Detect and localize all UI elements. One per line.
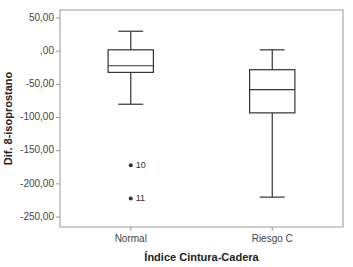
- y-tick: [56, 150, 60, 151]
- whisker-cap-high: [260, 49, 285, 50]
- whisker-cap-high: [118, 31, 143, 32]
- y-tick-label: -50,00: [26, 78, 55, 89]
- y-tick: [56, 217, 60, 218]
- y-axis-label: Dif. 8-isoprostano: [2, 71, 14, 165]
- box: [250, 70, 295, 113]
- whisker-cap-low: [118, 104, 143, 105]
- whisker-cap-low: [260, 197, 285, 198]
- x-tick: [130, 227, 131, 231]
- whisker-low: [130, 72, 131, 104]
- y-tick: [56, 17, 60, 18]
- whisker-high: [272, 50, 273, 70]
- median: [108, 65, 153, 66]
- x-axis-label: Índice Cintura-Cadera: [144, 251, 259, 263]
- y-tick: [56, 117, 60, 118]
- outlier: [129, 163, 133, 167]
- outlier: [129, 196, 133, 200]
- plot-frame: [60, 10, 343, 227]
- median: [250, 89, 295, 90]
- y-tick: [56, 51, 60, 52]
- y-tick-label: -150,00: [20, 144, 54, 155]
- whisker-low: [272, 113, 273, 197]
- y-tick-label: ,00: [40, 45, 54, 56]
- outlier-label: 10: [136, 160, 146, 170]
- box: [108, 50, 153, 73]
- x-tick: [272, 227, 273, 231]
- chart: 50,00 ,00 -50,00 -100,00 -150,00 -200,00 -250,…: [0, 0, 353, 267]
- whisker-high: [130, 31, 131, 50]
- y-tick-label: 50,00: [29, 12, 54, 23]
- y-tick-label: -100,00: [20, 111, 54, 122]
- y-tick-label: -250,00: [20, 211, 54, 222]
- y-tick: [56, 84, 60, 85]
- x-tick-label: Riesgo C: [252, 233, 293, 244]
- y-tick: [56, 183, 60, 184]
- outlier-label: 11: [136, 193, 145, 203]
- y-tick-label: -200,00: [20, 178, 54, 189]
- x-tick-label: Normal: [115, 233, 147, 244]
- plot-area: [108, 31, 295, 200]
- outlier-labels: 10 11: [136, 160, 146, 203]
